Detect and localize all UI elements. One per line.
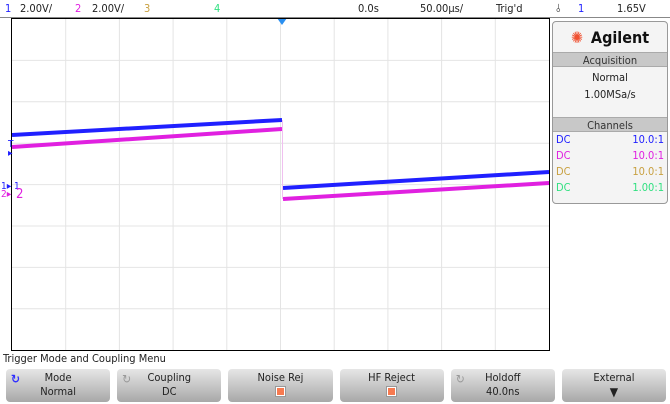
acq-mode: Normal	[592, 71, 628, 84]
acquisition-header: Acquisition	[553, 52, 667, 67]
trigger-source[interactable]: 1	[578, 2, 585, 15]
ch2-trace	[11, 127, 550, 201]
ch1-ground-marker[interactable]: 1▸	[1, 181, 12, 192]
checkbox-off-icon	[274, 386, 286, 397]
channel-probe: 1.00:1	[632, 181, 664, 194]
ch3-number[interactable]: 3	[144, 2, 151, 15]
softkey-label: External	[593, 371, 635, 384]
agilent-spark-icon: ✺	[570, 27, 583, 47]
menu-title: Trigger Mode and Coupling Menu	[3, 352, 166, 365]
checkbox-off-icon	[386, 386, 398, 397]
channels-header: Channels	[553, 117, 667, 132]
hf-reject-softkey[interactable]: HF Reject	[339, 369, 444, 402]
holdoff-softkey[interactable]: ↻ Holdoff 40.0ns	[450, 369, 555, 402]
channel-coupling: DC	[556, 149, 571, 162]
external-softkey[interactable]: External ▼	[561, 369, 667, 402]
channel-row-2: DC 10.0:1	[553, 148, 667, 164]
softkey-label: Holdoff	[485, 371, 521, 384]
softkey-label: HF Reject	[368, 371, 416, 384]
rotate-knob-icon: ↻	[11, 372, 21, 386]
channel-probe: 10.0:1	[632, 165, 664, 178]
ch2-ground-marker[interactable]: 2▸	[1, 189, 12, 200]
softkey-value: Normal	[40, 385, 76, 398]
rising-edge-icon: ⫰	[556, 2, 561, 15]
noise-rej-softkey[interactable]: Noise Rej	[228, 369, 333, 402]
softkey-label: Coupling	[147, 371, 192, 384]
waveform-display[interactable]	[11, 18, 550, 351]
channel-row-3: DC 10.0:1	[553, 164, 667, 180]
channel-probe: 10.0:1	[632, 149, 664, 162]
channel-row-4: DC 1.00:1	[553, 180, 667, 196]
status-bar: 1 2.00V/ 2 2.00V/ 3 4 0.0s 50.00µs/ Trig…	[0, 0, 670, 18]
trigger-level[interactable]: 1.65V	[617, 2, 646, 15]
sample-rate: 1.00MSa/s	[584, 88, 636, 101]
rotate-knob-icon: ↻	[455, 372, 465, 386]
graticule	[11, 18, 550, 350]
trigger-status: Trig'd	[496, 2, 523, 15]
mode-softkey[interactable]: ↻ Mode Normal	[6, 369, 111, 402]
trigger-position-marker	[277, 18, 287, 25]
timebase[interactable]: 50.00µs/	[420, 2, 464, 15]
softkey-label: Mode	[44, 371, 72, 384]
softkey-value: DC	[161, 385, 177, 398]
channel-row-1: DC 10.0:1	[553, 132, 667, 148]
channel-probe: 10.0:1	[632, 133, 664, 146]
ch2-scale[interactable]: 2.00V/	[92, 2, 125, 15]
ch1-trace	[11, 118, 550, 190]
softkey-label: Noise Rej	[257, 371, 304, 384]
channel-coupling: DC	[556, 133, 571, 146]
arrow-down-icon: ▼	[609, 385, 619, 399]
ch1-number[interactable]: 1	[5, 2, 12, 15]
ch2-label: 2	[16, 187, 24, 202]
side-panel: ✺ Agilent Acquisition Normal 1.00MSa/s Cha…	[552, 21, 668, 204]
softkey-value: 40.0ns	[486, 385, 520, 398]
trigger-level-marker[interactable]: T ▸	[8, 139, 14, 159]
channel-coupling: DC	[556, 181, 571, 194]
ch4-number[interactable]: 4	[214, 2, 221, 15]
delay[interactable]: 0.0s	[358, 2, 379, 15]
softkey-bar: ↻ Mode Normal ↻ Coupling DC Noise Rej HF Rej…	[6, 369, 667, 402]
brand-logo: Agilent	[590, 27, 650, 47]
coupling-softkey[interactable]: ↻ Coupling DC	[117, 369, 222, 402]
channel-coupling: DC	[556, 165, 571, 178]
ch1-scale[interactable]: 2.00V/	[20, 2, 53, 15]
ch2-number[interactable]: 2	[75, 2, 82, 15]
rotate-knob-icon: ↻	[122, 372, 132, 386]
ch1-label: 1	[14, 181, 20, 192]
